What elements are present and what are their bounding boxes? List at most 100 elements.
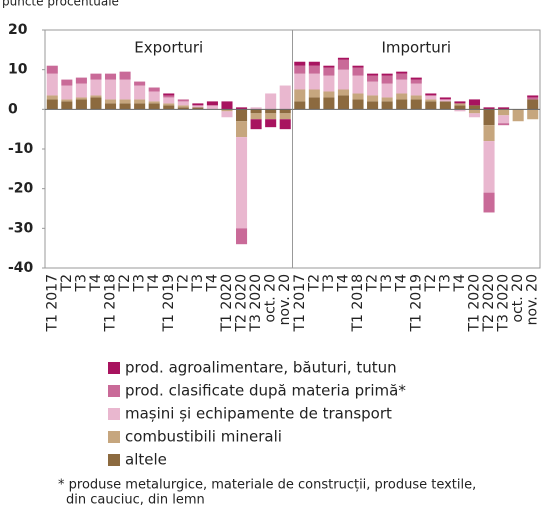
x-tick-label: T4 (146, 274, 162, 293)
bar-segment (352, 75, 364, 94)
x-tick-label: T1 2020 (466, 274, 482, 333)
bar-segment (337, 89, 349, 96)
bar-segment (90, 73, 102, 80)
bar-segment (337, 69, 349, 90)
x-tick-label: T4 (204, 274, 220, 293)
bar-segment (527, 95, 539, 98)
bar-segment (323, 75, 335, 92)
bar-segment (221, 109, 233, 112)
bar-segment (381, 101, 393, 110)
bar-segment (236, 109, 248, 122)
bar-segment (163, 103, 175, 106)
bar-segment (236, 121, 248, 138)
bar-segment (148, 91, 160, 102)
bar-segment (367, 75, 379, 82)
bar-segment (46, 65, 58, 74)
legend-label: mașini și echipamente de transport (125, 405, 392, 423)
bar-segment (265, 109, 277, 114)
legend-swatch (108, 431, 120, 443)
x-tick-label: T3 (437, 274, 453, 292)
bar-segment (498, 123, 510, 126)
bar-segment (396, 79, 408, 94)
bar-segment (410, 83, 422, 96)
bar-segment (396, 73, 408, 80)
bar-segment (119, 99, 131, 104)
bar-segment (236, 137, 248, 229)
bar-segment (483, 107, 495, 110)
bar-segment (294, 101, 306, 110)
bar-segment (308, 97, 320, 110)
y-tick-label: -30 (8, 220, 34, 236)
bar-segment (148, 103, 160, 110)
bar-segment (236, 107, 248, 110)
bar-segment (483, 141, 495, 193)
bar-segment (265, 93, 277, 110)
footnote: * produse metalurgice, materiale de cons… (58, 478, 476, 493)
bar-segment (134, 99, 146, 104)
y-tick-label: 0 (8, 101, 18, 117)
bar-segment (192, 105, 204, 108)
bar-segment (163, 105, 175, 110)
bar-segment (119, 71, 131, 80)
bar-segment (468, 99, 481, 106)
bar-segment (279, 85, 291, 110)
bar-segment (75, 97, 87, 100)
bar-segment (352, 99, 364, 110)
bar-segment (498, 109, 510, 116)
bar-segment (410, 77, 422, 80)
bar-segment (279, 113, 291, 120)
bar-segment (425, 101, 437, 110)
bar-segment (61, 79, 73, 86)
bar-segment (134, 81, 146, 86)
bar-segment (498, 115, 510, 124)
bar-segment (75, 99, 87, 110)
bar-segment (119, 79, 131, 100)
panel-title: Importuri (381, 39, 451, 57)
bar-segment (308, 61, 320, 66)
bar-segment (177, 101, 189, 106)
y-tick-label: -20 (8, 181, 34, 197)
x-tick-label: T2 (175, 274, 191, 292)
bar-segment (439, 97, 451, 100)
bar-segment (279, 109, 291, 114)
bar-segment (381, 75, 393, 84)
bar-segment (337, 57, 349, 60)
y-tick-label: -10 (8, 141, 34, 157)
bar-segment (221, 101, 233, 110)
x-tick-label: T2 (117, 274, 133, 292)
x-tick-label: T3 2020 (248, 274, 264, 333)
footnote: din cauciuc, din lemn (66, 493, 205, 508)
bar-segment (468, 105, 481, 110)
bar-segment (323, 67, 335, 76)
bar-segment (367, 73, 379, 76)
bar-segment (148, 101, 160, 104)
bar-segment (483, 125, 495, 142)
bar-segment (265, 113, 277, 120)
x-tick-label: T3 2020 (496, 274, 512, 333)
bar-segment (381, 73, 393, 76)
bar-segment (250, 119, 262, 130)
x-tick-label: T3 (132, 274, 148, 292)
bar-segment (148, 87, 160, 92)
bar-segment (468, 113, 481, 118)
bar-segment (425, 93, 437, 96)
bar-segment (294, 61, 306, 66)
bar-segment (454, 109, 466, 112)
bar-segment (221, 111, 233, 118)
bar-segment (527, 109, 539, 120)
x-tick-label: T1 2020 (219, 274, 235, 333)
bar-segment (206, 101, 218, 106)
bar-segment (294, 73, 306, 90)
bar-segment (337, 59, 349, 70)
x-tick-label: nov. 20 (277, 274, 293, 325)
bar-segment (90, 95, 102, 98)
bar-segment (468, 109, 481, 114)
bar-segment (439, 99, 451, 102)
bar-segment (61, 99, 73, 102)
bar-segment (75, 83, 87, 98)
bar-segment (527, 97, 539, 100)
bar-segment (337, 95, 349, 110)
bar-segment (367, 101, 379, 110)
bar-segment (119, 103, 131, 110)
